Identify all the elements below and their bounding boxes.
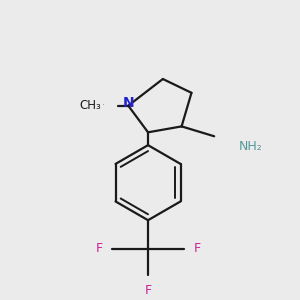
- Text: CH₃: CH₃: [80, 99, 102, 112]
- Text: N: N: [122, 96, 134, 110]
- Text: F: F: [145, 284, 152, 297]
- Text: NH₂: NH₂: [239, 140, 262, 153]
- Text: F: F: [194, 242, 201, 255]
- Text: N: N: [103, 104, 104, 105]
- Text: F: F: [95, 242, 103, 255]
